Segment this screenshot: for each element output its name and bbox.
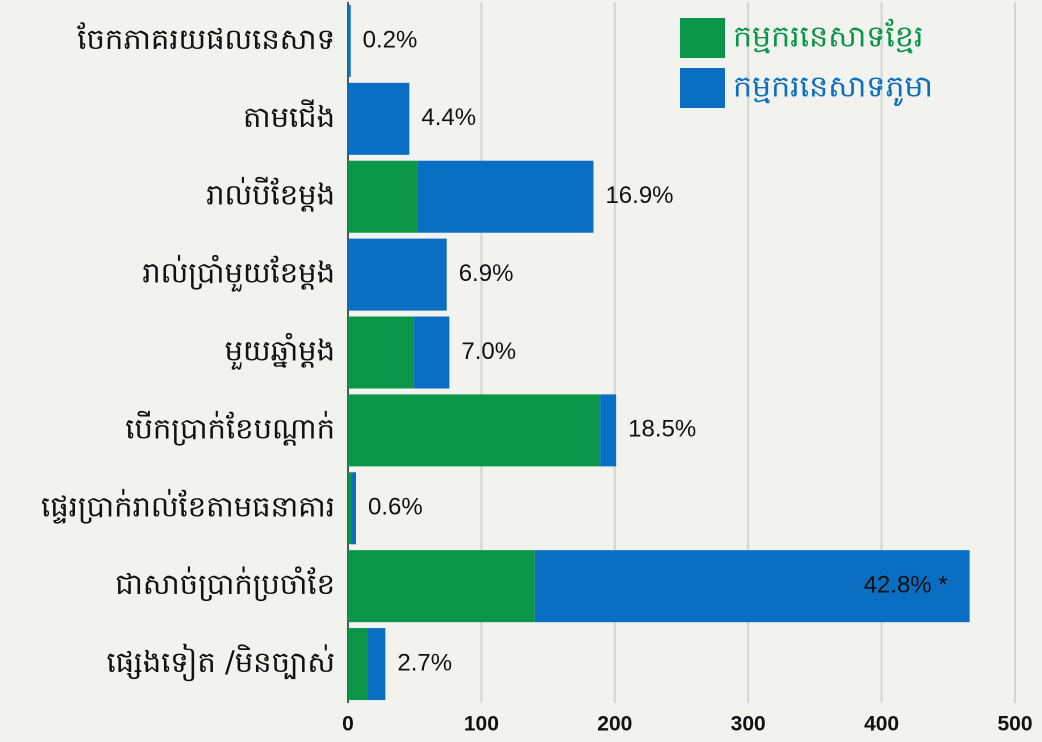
bar <box>348 160 418 233</box>
y-tick-label: ផ្ទេរប្រាក់រាល់ខែតាមធនាគារ <box>41 488 335 524</box>
bar <box>600 394 617 467</box>
y-tick-label: រាល់ប្រាំមួយខែម្តង <box>142 255 335 293</box>
y-tick-label: រាល់បីខែម្តង <box>206 177 335 213</box>
bar-percent-label: 2.7% <box>397 649 452 676</box>
bar-percent-label: 7.0% <box>461 338 516 365</box>
bar <box>352 472 357 545</box>
bar <box>348 472 353 545</box>
bar <box>368 628 386 701</box>
bar <box>348 238 447 311</box>
x-tick-label: 0 <box>342 713 354 736</box>
bar <box>348 628 369 701</box>
legend-swatch <box>680 68 725 108</box>
bar-percent-label: 6.9% <box>459 260 514 287</box>
legend-swatch <box>680 18 725 58</box>
x-tick-label: 200 <box>597 713 632 736</box>
x-tick-label: 400 <box>864 713 899 736</box>
bar <box>348 394 601 467</box>
bar-percent-label: 0.6% <box>368 494 423 521</box>
bar-percent-label: 0.2% <box>363 26 418 53</box>
bar-percent-label: 4.4% <box>421 104 476 131</box>
y-tick-label: មួយឆ្នាំម្តង <box>225 333 335 371</box>
y-tick-label: ផ្សេងទៀត /មិនច្បាស់ <box>106 643 335 682</box>
y-tick-label: តាមជើង <box>243 99 335 134</box>
x-tick-label: 100 <box>464 713 499 736</box>
y-tick-label: ចែកភាគរយផលនេសាទ <box>77 22 335 56</box>
y-tick-label: ជាសាច់ប្រាក់ប្រចាំខែ <box>115 566 335 602</box>
bar-percent-label: 18.5% <box>628 416 696 443</box>
bar-percent-label: 42.8% * <box>864 572 948 599</box>
legend-label: កម្មករនេសាទភូមា <box>733 70 933 107</box>
bar <box>348 4 351 77</box>
y-tick-label: បើកប្រាក់ខែបណ្តាក់ <box>125 410 335 446</box>
x-tick-label: 500 <box>997 713 1032 736</box>
bar <box>534 550 970 623</box>
bar <box>348 82 410 155</box>
bar <box>417 160 594 233</box>
bar <box>348 550 535 623</box>
bar-percent-label: 16.9% <box>605 182 673 209</box>
x-tick-label: 300 <box>731 713 766 736</box>
bar <box>413 316 450 389</box>
bar <box>348 316 414 389</box>
legend-label: កម្មករនេសាទខ្មែរ <box>733 19 923 55</box>
